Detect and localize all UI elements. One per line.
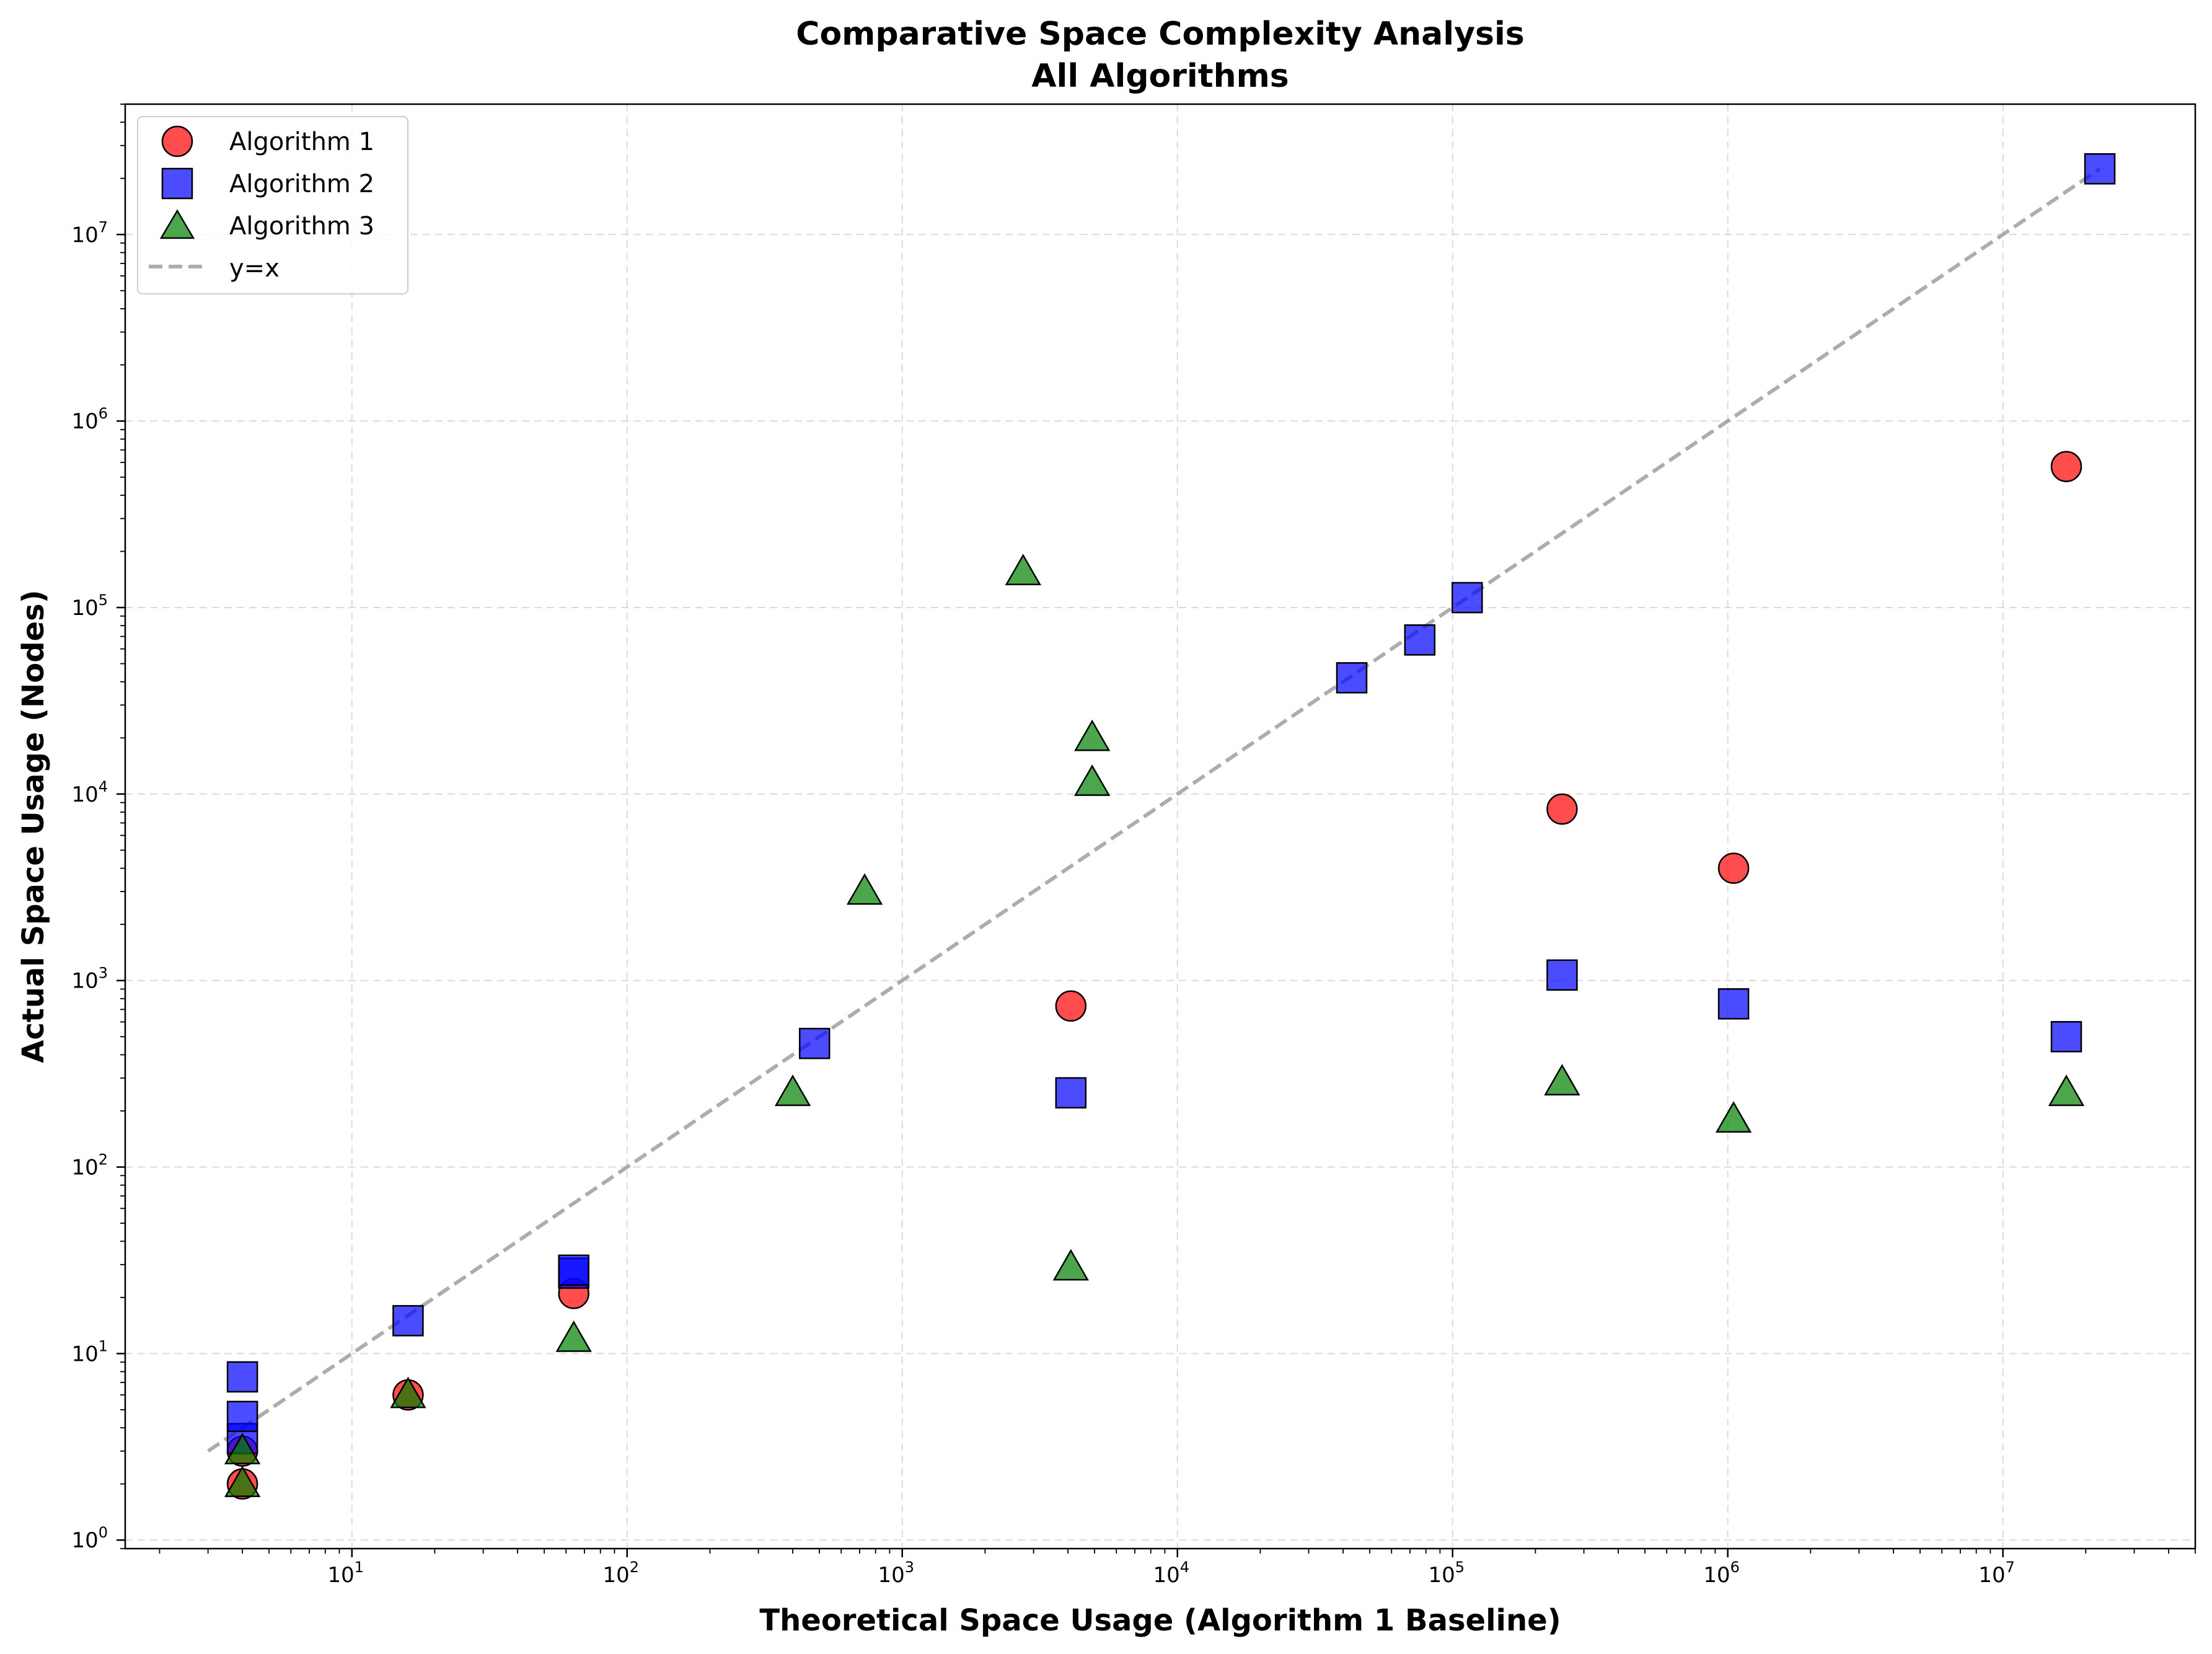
data-point-triangle bbox=[1005, 554, 1041, 585]
chart-title: Comparative Space Complexity Analysis bbox=[796, 15, 1524, 53]
legend-label-reference: y=x bbox=[229, 254, 280, 283]
data-point-circle bbox=[2050, 451, 2082, 482]
data-point-triangle bbox=[846, 873, 883, 905]
y-tick-label: 104 bbox=[71, 778, 108, 807]
reference-line-layer bbox=[206, 167, 2101, 1453]
legend-marker-algorithm-1 bbox=[161, 125, 193, 157]
y-tick-label: 105 bbox=[71, 591, 108, 621]
data-point-triangle bbox=[774, 1074, 811, 1107]
data-point-square bbox=[1404, 624, 1436, 656]
y-tick-label: 101 bbox=[71, 1337, 108, 1366]
data-point-square bbox=[1546, 959, 1578, 991]
x-tick-label: 104 bbox=[1153, 1559, 1189, 1588]
data-point-triangle bbox=[224, 1433, 261, 1464]
legend-label-algorithm-2: Algorithm 2 bbox=[229, 170, 374, 198]
y-tick-label: 107 bbox=[71, 218, 108, 247]
y-tick-label: 100 bbox=[71, 1524, 108, 1553]
legend-box bbox=[137, 116, 408, 294]
data-point-triangle bbox=[1544, 1064, 1580, 1095]
data-point-triangle bbox=[224, 1466, 261, 1497]
plot-frame bbox=[124, 103, 2197, 1550]
data-point-square bbox=[1717, 988, 1750, 1020]
data-point-triangle bbox=[390, 1376, 426, 1409]
data-point-square bbox=[2084, 153, 2116, 185]
data-point-square bbox=[226, 1400, 258, 1433]
data-point-triangle bbox=[555, 1320, 592, 1352]
x-tick-label: 107 bbox=[1978, 1559, 2015, 1588]
data-point-triangle bbox=[1074, 764, 1111, 796]
data-point-triangle bbox=[1052, 1249, 1089, 1281]
x-axis-label: Theoretical Space Usage (Algorithm 1 Bas… bbox=[759, 1603, 1561, 1638]
data-point-square bbox=[1055, 1077, 1087, 1109]
reference-line-y-equals-x bbox=[206, 167, 2101, 1453]
tick-labels: 101 102 103 104 105 106 107 100 101 102 103 104 105 1… bbox=[71, 218, 2014, 1588]
grid bbox=[125, 104, 2195, 1549]
chart-subtitle: All Algorithms bbox=[1031, 58, 1289, 95]
legend-label-algorithm-1: Algorithm 1 bbox=[229, 128, 374, 156]
x-tick-label: 105 bbox=[1428, 1559, 1465, 1588]
axis-ticks bbox=[117, 104, 2196, 1557]
data-point-square bbox=[558, 1254, 589, 1286]
data-point-triangle bbox=[1715, 1101, 1752, 1133]
data-point-circle bbox=[1546, 793, 1578, 825]
series-algorithm-3 bbox=[224, 554, 2085, 1497]
y-axis-label: Actual Space Usage (Nodes) bbox=[16, 590, 51, 1063]
legend: Algorithm 1 Algorithm 2 Algorithm 3 y=x bbox=[137, 116, 408, 294]
data-point-square bbox=[1452, 582, 1483, 614]
data-points bbox=[224, 153, 2116, 1500]
y-tick-label: 106 bbox=[71, 405, 108, 434]
data-point-square bbox=[392, 1305, 424, 1337]
x-tick-label: 101 bbox=[328, 1559, 364, 1588]
x-tick-label: 102 bbox=[603, 1559, 640, 1588]
legend-marker-algorithm-3 bbox=[159, 209, 195, 239]
data-point-circle bbox=[1717, 852, 1750, 884]
data-point-triangle bbox=[1074, 719, 1111, 751]
data-point-square bbox=[1336, 662, 1368, 694]
x-tick-label: 106 bbox=[1703, 1559, 1740, 1588]
data-point-triangle bbox=[2048, 1074, 2085, 1107]
y-tick-label: 103 bbox=[71, 965, 108, 994]
legend-marker-algorithm-2 bbox=[161, 167, 193, 200]
data-point-square bbox=[226, 1361, 258, 1393]
y-tick-label: 102 bbox=[71, 1151, 108, 1180]
data-point-circle bbox=[1055, 990, 1087, 1022]
data-point-square bbox=[798, 1027, 831, 1059]
series-algorithm-2 bbox=[226, 153, 2116, 1454]
data-point-square bbox=[2050, 1020, 2082, 1053]
legend-label-algorithm-3: Algorithm 3 bbox=[229, 212, 374, 241]
x-tick-label: 103 bbox=[878, 1559, 914, 1588]
